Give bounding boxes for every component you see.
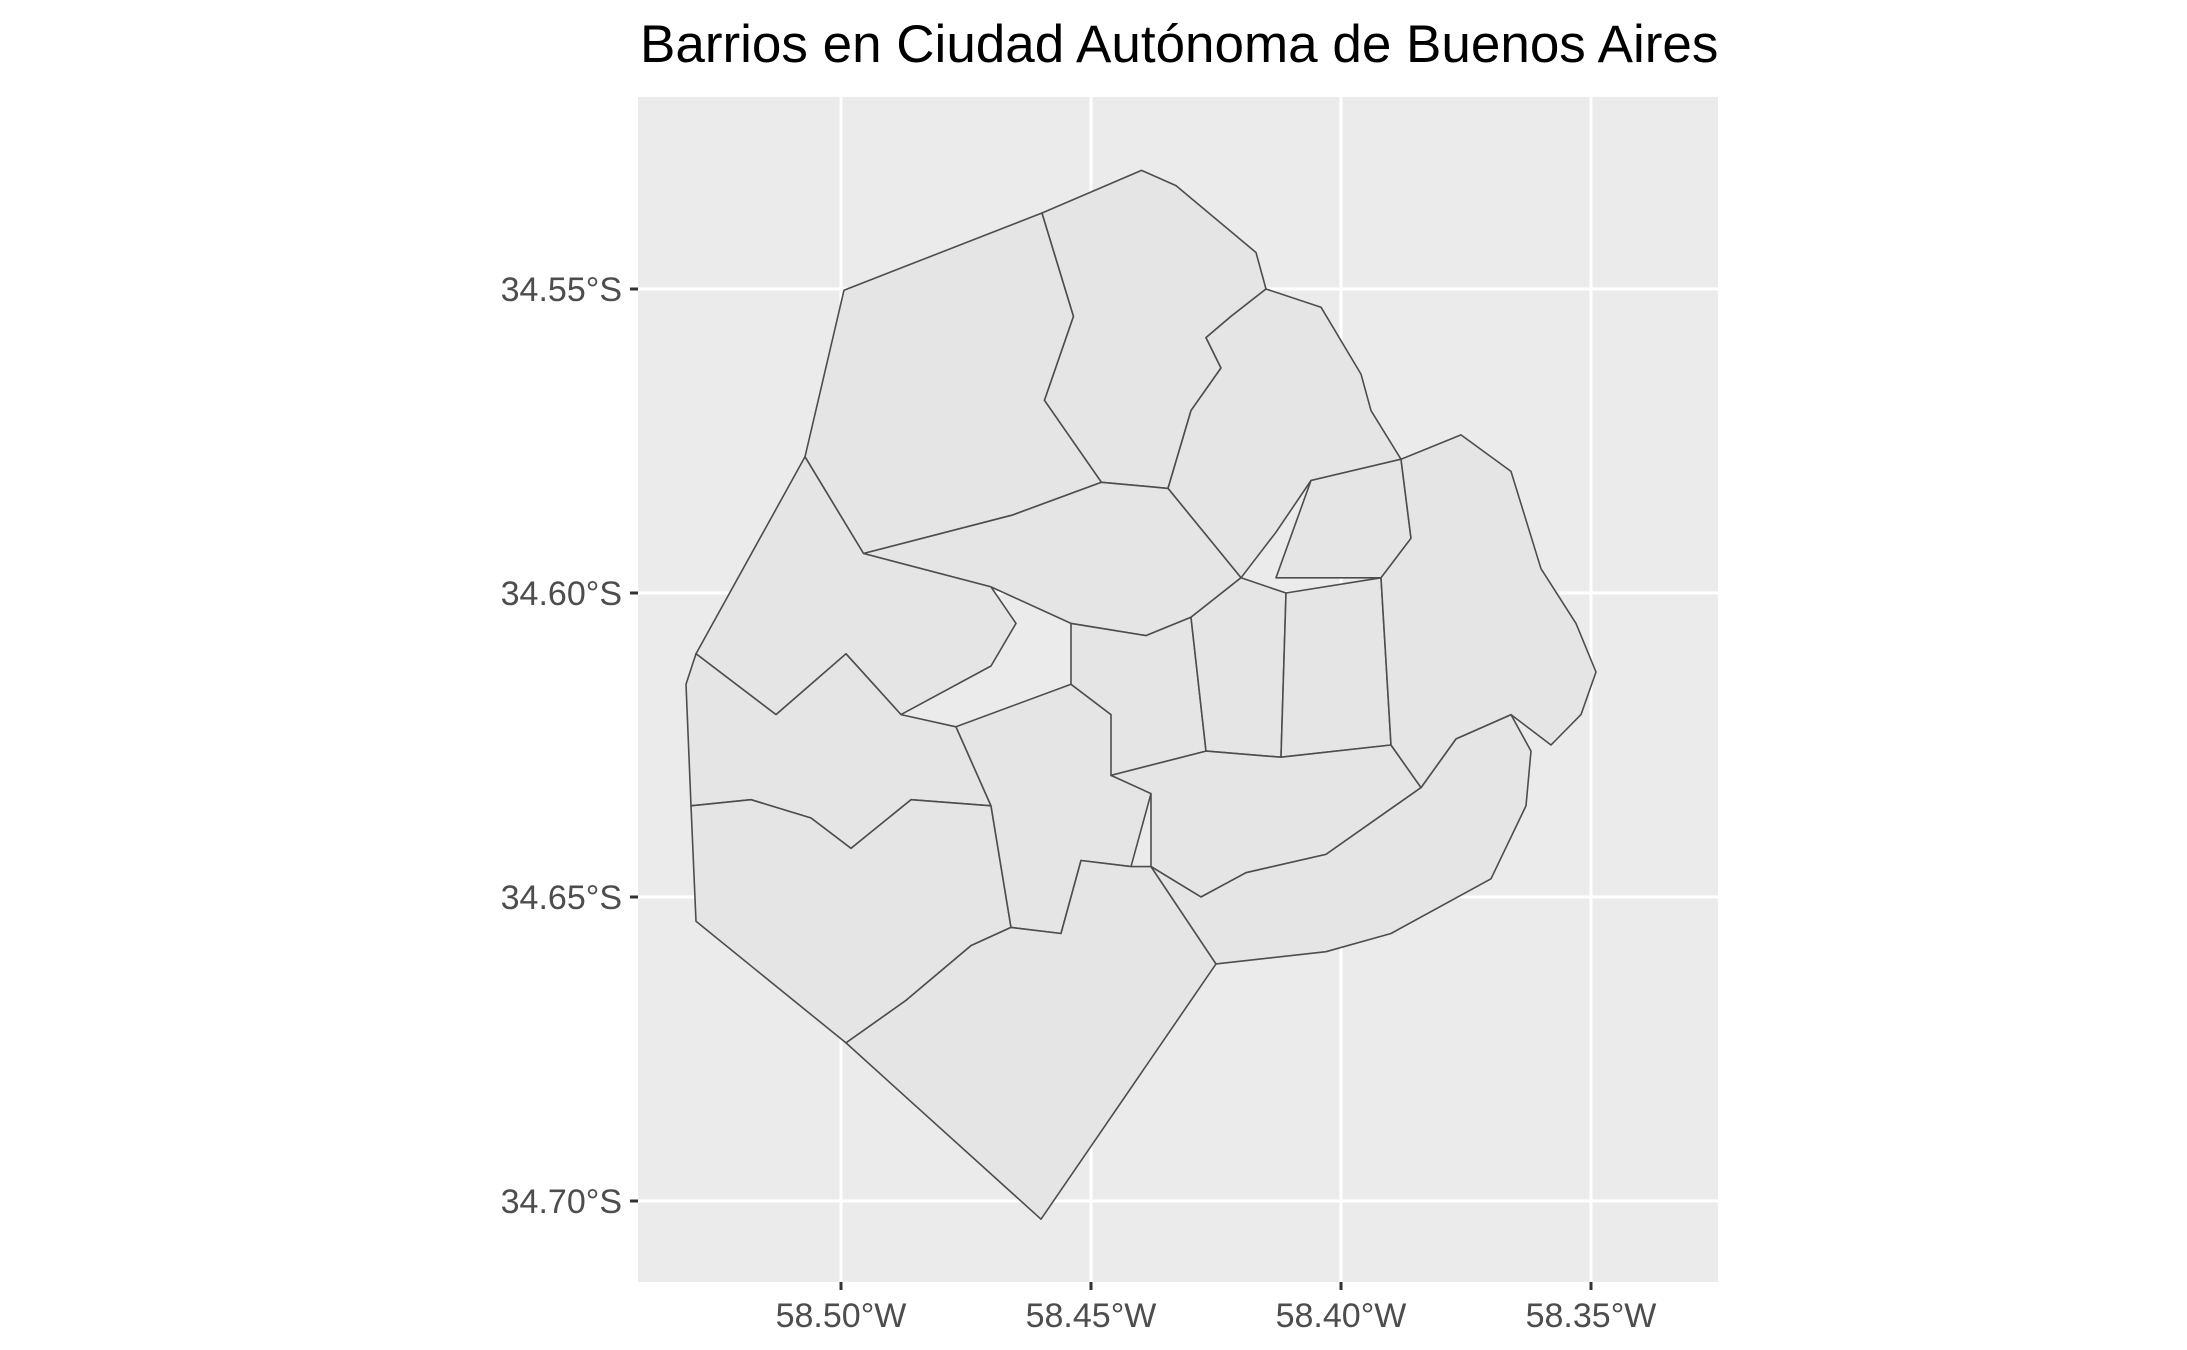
barrio-zone-south-east [1150,713,1532,965]
y-tick-label-1: 34.60°S [501,575,622,613]
barrio-zone-south-west [845,859,1217,1220]
barrio-zone-coast-north [1167,288,1402,579]
y-tick-label-3: 34.70°S [501,1183,622,1221]
x-tick-label-3: 58.35°W [1526,1297,1657,1335]
x-axis: 58.50°W 58.45°W 58.40°W 58.35°W [776,1282,1657,1335]
map-title-text: Barrios en Ciudad Autónoma de Buenos Air… [640,15,1719,74]
y-axis: 34.55°S 34.60°S 34.65°S 34.70°S [501,271,638,1221]
x-tick-label-1: 58.45°W [1026,1297,1157,1335]
barrio-zone-center-4 [1280,576,1392,759]
x-tick-label-2: 58.40°W [1276,1297,1407,1335]
x-tick-label-0: 58.50°W [776,1297,907,1335]
barrio-zone-east-coast [1380,434,1597,789]
y-tick-label-2: 34.65°S [501,879,622,917]
y-tick-label-0: 34.55°S [501,271,622,309]
barrios-polygons [685,169,1597,1220]
